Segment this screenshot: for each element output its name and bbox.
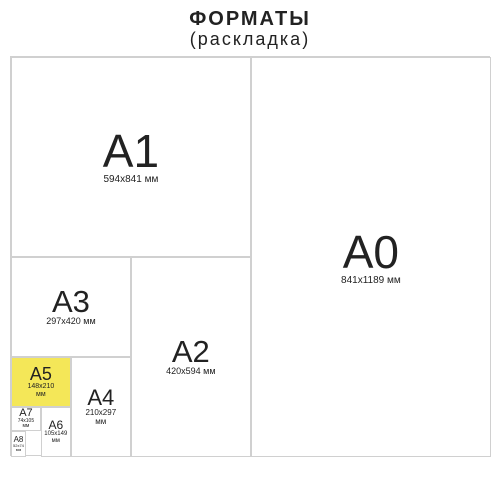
format-a1-name: А1 [103, 128, 159, 174]
format-a3: А3297х420 мм [11, 257, 131, 357]
format-a2-dims: 420х594 мм [166, 367, 215, 377]
diagram-title: ФОРМАТЫ [189, 8, 311, 31]
format-a5-name: А5 [30, 365, 52, 383]
format-a4-dims: 210х297мм [85, 409, 116, 427]
format-a1: А1594х841 мм [11, 57, 251, 257]
format-a0-dims: 841х1189 мм [341, 275, 401, 286]
format-a6: А6105х149мм [41, 407, 71, 457]
format-a6-dims: 105х149мм [44, 431, 67, 444]
format-a2: А2420х594 мм [131, 257, 251, 457]
format-a8-dims: 52х74мм [13, 444, 24, 453]
format-a6-name: А6 [48, 419, 63, 431]
format-a3-name: А3 [52, 286, 90, 317]
format-a2-name: А2 [172, 336, 210, 367]
format-a1-dims: 594х841 мм [103, 174, 158, 185]
format-a4: А4210х297мм [71, 357, 131, 457]
format-a0-name: А0 [343, 229, 399, 275]
format-a5-dims: 148х210мм [27, 383, 54, 398]
format-a5: А5148х210мм [11, 357, 71, 407]
diagram-subtitle: (раскладка) [189, 29, 311, 50]
format-a8: А852х74мм [11, 431, 26, 457]
format-a7-dims: 74х105мм [18, 419, 34, 430]
paper-size-diagram: А0841х1189 ммА1594х841 ммА2420х594 ммА32… [10, 56, 490, 456]
format-a4-name: А4 [87, 387, 114, 409]
format-a7: А774х105мм [11, 407, 41, 432]
diagram-header: ФОРМАТЫ (раскладка) [189, 0, 311, 56]
format-a3-dims: 297х420 мм [46, 317, 95, 327]
format-a0: А0841х1189 мм [251, 57, 491, 457]
